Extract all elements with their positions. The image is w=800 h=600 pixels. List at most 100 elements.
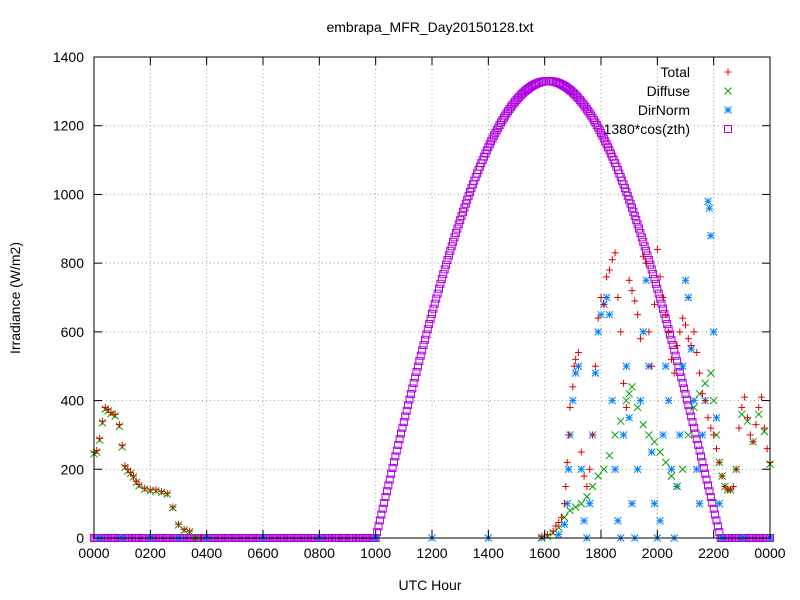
point-cos-zth <box>691 429 700 438</box>
point-dirnorm <box>636 396 645 405</box>
point-cos-zth <box>568 88 577 97</box>
point-dirnorm <box>705 204 714 213</box>
point-total <box>586 465 594 473</box>
point-total <box>760 424 768 432</box>
point-cos-zth <box>402 406 411 415</box>
point-cos-zth <box>585 109 594 118</box>
point-cos-zth <box>439 270 448 279</box>
point-total <box>701 397 709 405</box>
point-diffuse <box>639 420 648 429</box>
point-total <box>755 403 763 411</box>
point-total <box>746 431 754 439</box>
point-dirnorm <box>681 276 690 285</box>
point-cos-zth <box>423 325 432 334</box>
point-cos-zth <box>405 395 414 404</box>
point-diffuse <box>656 448 665 456</box>
point-cos-zth <box>711 510 720 519</box>
point-total <box>580 472 588 480</box>
point-diffuse <box>650 437 659 446</box>
point-dirnorm <box>659 431 667 439</box>
point-diffuse <box>678 465 687 474</box>
point-total <box>690 328 698 336</box>
point-total <box>96 434 104 442</box>
point-cos-zth <box>375 516 384 525</box>
point-cos-zth <box>560 82 569 91</box>
point-total <box>611 249 619 257</box>
point-cos-zth <box>422 330 431 339</box>
point-total <box>735 424 743 432</box>
point-diffuse <box>622 396 631 405</box>
point-cos-zth <box>682 395 691 404</box>
point-cos-zth <box>447 242 456 251</box>
point-total <box>591 362 599 370</box>
point-cos-zth <box>412 367 421 376</box>
point-cos-zth <box>488 134 497 143</box>
point-diffuse <box>684 431 693 439</box>
legend-symbol-diffuse <box>724 87 732 95</box>
point-cos-zth <box>433 289 442 298</box>
point-cos-zth <box>516 91 525 100</box>
point-dirnorm <box>715 499 724 508</box>
point-cos-zth <box>381 493 390 502</box>
point-cos-zth <box>671 351 680 360</box>
point-diffuse <box>645 431 653 439</box>
point-total <box>565 431 573 439</box>
legend-label-total: Total <box>660 64 690 80</box>
point-total <box>600 300 608 308</box>
point-cos-zth <box>377 510 386 519</box>
point-cos-zth <box>457 211 466 220</box>
point-total <box>555 519 563 527</box>
point-total <box>631 297 639 305</box>
point-cos-zth <box>704 481 713 490</box>
point-total <box>729 482 737 490</box>
point-total <box>682 321 689 329</box>
point-dirnorm <box>676 431 684 439</box>
point-dirnorm <box>633 465 642 474</box>
axis-ticks <box>93 56 771 539</box>
y-tick-label: 1000 <box>53 186 84 202</box>
point-cos-zth <box>599 134 608 143</box>
point-cos-zth <box>629 207 638 216</box>
point-dirnorm <box>571 369 580 377</box>
point-cos-zth <box>567 87 576 96</box>
point-total <box>684 335 692 343</box>
point-cos-zth <box>494 123 503 132</box>
point-total <box>558 513 566 521</box>
point-cos-zth <box>453 224 462 233</box>
y-tick-label: 1200 <box>53 118 84 134</box>
point-cos-zth <box>635 224 644 233</box>
point-total <box>158 488 166 496</box>
x-tick-label: 0600 <box>247 545 278 561</box>
point-cos-zth <box>388 463 397 472</box>
legend-label-diffuse: Diffuse <box>647 83 691 99</box>
point-total <box>743 414 751 422</box>
point-dirnorm <box>619 431 628 439</box>
legend: Total Diffuse DirNorm 1380*cos(zth) <box>604 64 732 137</box>
legend-symbols <box>724 68 732 133</box>
point-total <box>569 383 577 391</box>
point-total <box>603 273 611 281</box>
point-total <box>560 500 568 508</box>
point-dirnorm <box>704 197 712 206</box>
point-cos-zth <box>626 199 635 208</box>
y-tick-label: 0 <box>76 530 84 546</box>
point-cos-zth <box>701 469 710 478</box>
point-total <box>665 328 673 336</box>
point-cos-zth <box>408 384 417 393</box>
point-total <box>622 403 630 411</box>
point-cos-zth <box>570 89 579 98</box>
point-cos-zth <box>654 289 663 298</box>
point-dirnorm <box>678 362 687 371</box>
point-cos-zth <box>706 493 715 502</box>
point-cos-zth <box>581 103 590 112</box>
point-diffuse <box>706 369 715 377</box>
point-dirnorm <box>594 328 603 336</box>
point-dirnorm <box>698 431 707 439</box>
x-tick-label: 0000 <box>754 545 785 561</box>
point-total <box>118 441 126 449</box>
point-cos-zth <box>601 137 610 146</box>
point-cos-zth <box>640 242 649 251</box>
x-tick-label: 0400 <box>191 545 222 561</box>
point-total <box>656 273 664 281</box>
